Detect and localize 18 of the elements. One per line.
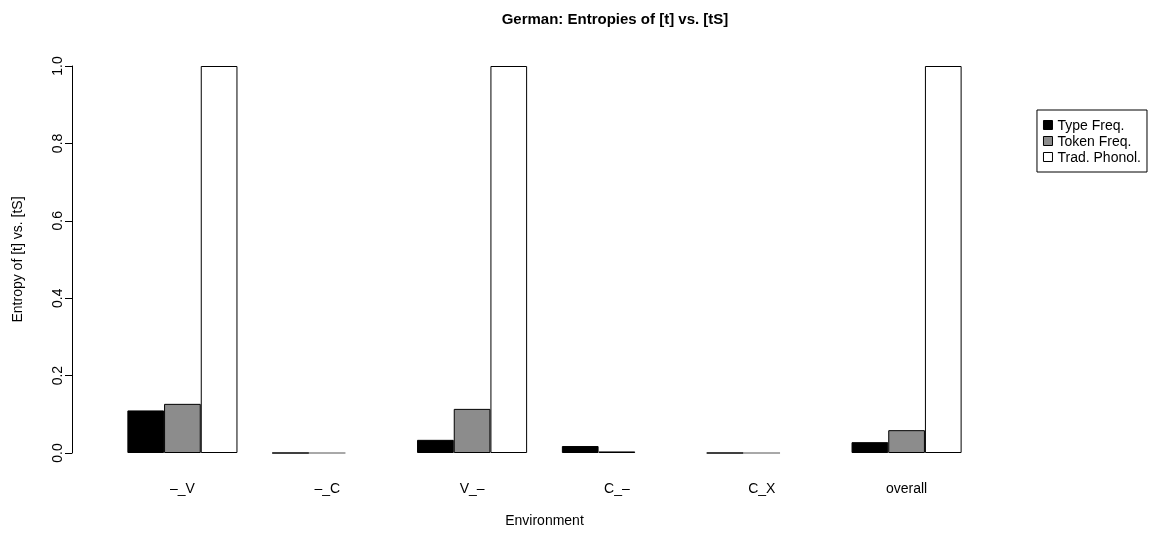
legend-label: Token Freq. [1057, 133, 1132, 149]
y-axis-title: Entropy of [t] vs. [tS] [9, 196, 25, 323]
x-tick-label: C_– [604, 480, 630, 496]
legend-label: Type Freq. [1057, 117, 1125, 133]
x-tick-label: C_X [748, 480, 777, 496]
y-tick-label: 0.8 [49, 133, 65, 154]
y-tick-label: 0.0 [49, 443, 65, 463]
x-tick-label: –_V [169, 480, 196, 496]
legend-label: Trad. Phonol. [1057, 149, 1141, 165]
x-tick-label: –_C [314, 480, 341, 496]
chart-title: German: Entropies of [t] vs. [tS] [501, 10, 729, 27]
y-tick-label: 0.4 [49, 288, 65, 308]
y-tick-label: 1.0 [49, 56, 65, 76]
y-tick-label: 0.6 [49, 210, 65, 231]
x-axis-title: Environment [505, 512, 584, 528]
y-tick-label: 0.2 [49, 365, 65, 386]
x-tick-label: V_– [459, 480, 485, 496]
x-tick-label: overall [885, 480, 928, 496]
